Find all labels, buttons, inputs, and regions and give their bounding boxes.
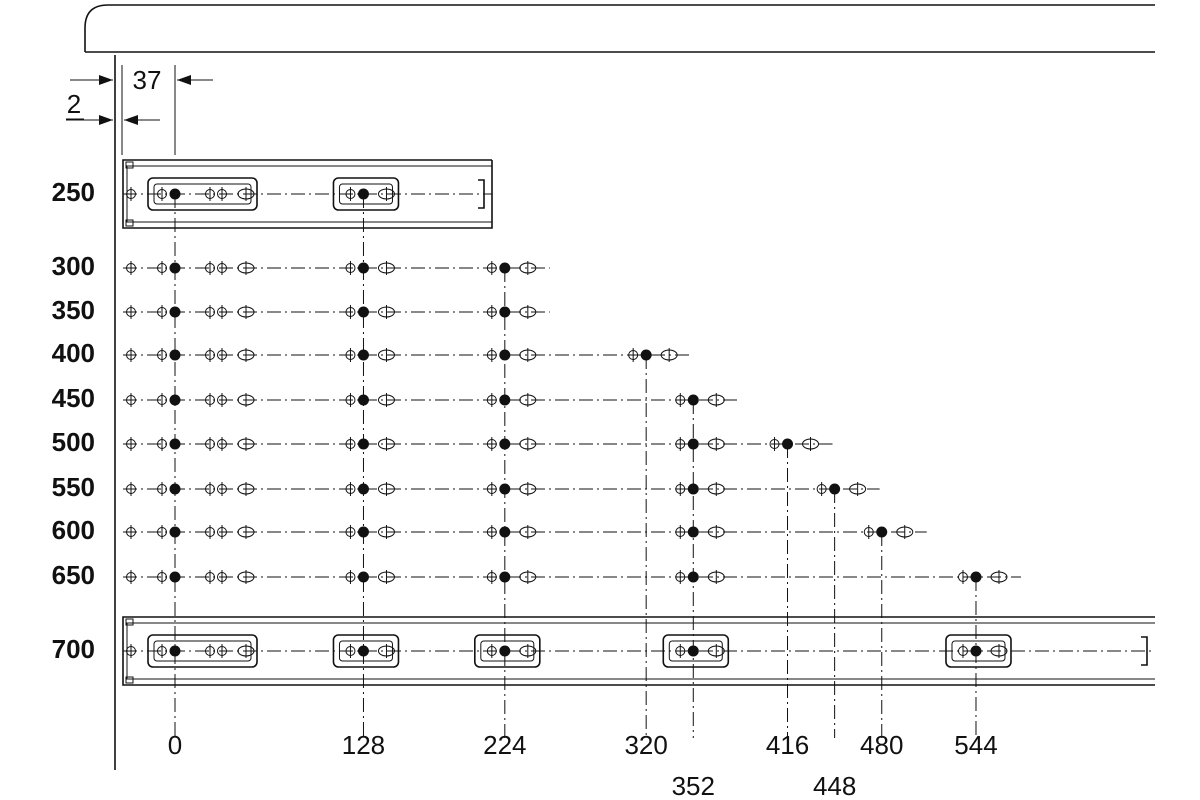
row-label: 550 [52,472,95,502]
rail-clip [125,676,134,684]
fixing-point [169,188,181,200]
fixing-point [499,394,511,406]
fixing-point [357,571,369,583]
row-label: 350 [52,295,95,325]
fixing-point [169,306,181,318]
fixing-point [169,526,181,538]
fixing-point [357,262,369,274]
fixing-point [499,438,511,450]
fixing-point [687,438,699,450]
fixing-point [169,438,181,450]
cabinet-top [84,4,1155,53]
row-label: 700 [52,634,95,664]
fixing-point [970,645,982,657]
fixing-point [357,526,369,538]
row-label: 650 [52,560,95,590]
rail-clip [125,219,134,227]
fixing-point [169,262,181,274]
fixing-point [499,645,511,657]
dimension [66,65,213,155]
column-label: 416 [766,730,809,760]
fixing-point [687,645,699,657]
fixing-point [499,571,511,583]
column-label: 128 [342,730,385,760]
column-label: 480 [860,730,903,760]
row-label: 250 [52,177,95,207]
column-label: 352 [672,771,715,800]
column-label: 544 [954,730,997,760]
fixing-point [357,394,369,406]
fixing-point [499,349,511,361]
dimension-label: 2 [67,89,81,119]
rail-clip [125,161,134,169]
column-label: 0 [168,730,182,760]
fixing-point [357,306,369,318]
fixing-point [357,483,369,495]
column-label: 320 [624,730,667,760]
fixing-point [357,438,369,450]
row-label: 600 [52,515,95,545]
fixing-point [687,571,699,583]
fixing-point [499,306,511,318]
row-label: 400 [52,338,95,368]
fixing-point [687,483,699,495]
column-label: 448 [813,771,856,800]
fixing-point [169,394,181,406]
fixing-point [640,349,652,361]
fixing-point [687,526,699,538]
fixing-point [687,394,699,406]
row-label: 450 [52,383,95,413]
rail [122,159,493,229]
fixing-point [782,438,794,450]
fixing-point [357,349,369,361]
fixing-point [169,645,181,657]
column-label: 224 [483,730,526,760]
fixing-point [499,483,511,495]
fixing-point [357,188,369,200]
fixing-point [876,526,888,538]
row-label: 300 [52,251,95,281]
fixing-point [169,483,181,495]
fixing-point [829,483,841,495]
rail-clip [125,618,134,626]
dimension-label: 37 [133,65,162,95]
row-label: 500 [52,427,95,457]
fixing-point [499,526,511,538]
fixing-point [169,571,181,583]
fixing-point [970,571,982,583]
rail-end [1141,636,1148,666]
fixing-point [169,349,181,361]
fixing-point [357,645,369,657]
fixing-point [499,262,511,274]
